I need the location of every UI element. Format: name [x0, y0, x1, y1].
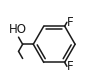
Text: F: F — [67, 60, 74, 73]
Text: HO: HO — [9, 23, 27, 36]
Text: F: F — [67, 16, 74, 29]
